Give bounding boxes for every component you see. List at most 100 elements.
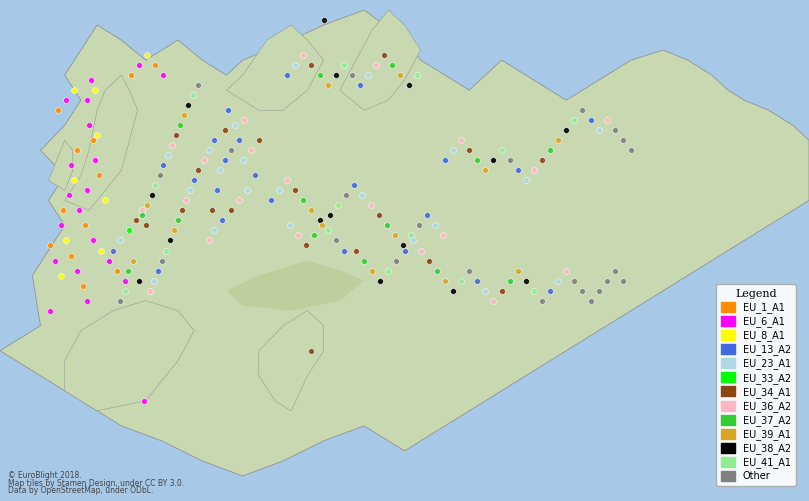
Point (281, 71, 294, 79)
Point (91, 131, 104, 139)
Point (84, 76, 97, 84)
Point (616, 136, 629, 144)
Point (394, 71, 407, 79)
Point (133, 61, 146, 69)
Polygon shape (0, 10, 809, 476)
Point (345, 71, 358, 79)
Point (163, 236, 176, 244)
Point (184, 186, 197, 194)
Text: Data by OpenStreetMap, under ODbL.: Data by OpenStreetMap, under ODbL. (8, 486, 154, 495)
Point (568, 116, 581, 124)
Point (157, 161, 170, 169)
Point (273, 186, 286, 194)
Point (358, 257, 371, 265)
Point (283, 221, 296, 229)
Point (222, 106, 235, 114)
Point (437, 231, 450, 239)
Point (197, 156, 210, 164)
Point (214, 166, 227, 174)
Point (495, 146, 508, 154)
Point (410, 71, 423, 79)
Point (447, 287, 460, 295)
Point (316, 221, 328, 229)
Point (305, 61, 318, 69)
Point (388, 231, 401, 239)
Point (188, 176, 201, 184)
Point (406, 236, 419, 244)
Point (216, 216, 229, 224)
Point (332, 201, 345, 209)
Point (386, 61, 399, 69)
Point (87, 236, 100, 244)
Text: © EuroBlight 2018.: © EuroBlight 2018. (8, 471, 82, 480)
Point (208, 136, 221, 144)
Point (370, 61, 383, 69)
Point (68, 86, 81, 94)
Point (107, 246, 120, 255)
Point (519, 176, 532, 184)
Point (576, 106, 589, 114)
Point (324, 211, 337, 219)
Point (83, 121, 95, 129)
Point (139, 221, 152, 229)
Point (232, 136, 245, 144)
Point (592, 126, 605, 134)
Point (89, 156, 102, 164)
Point (202, 236, 215, 244)
Point (584, 116, 597, 124)
Point (552, 136, 565, 144)
Point (65, 161, 78, 169)
Point (382, 267, 395, 275)
Point (503, 156, 516, 164)
Point (289, 61, 302, 69)
Point (536, 156, 549, 164)
Point (141, 201, 154, 209)
Point (149, 181, 162, 189)
Point (70, 146, 83, 154)
Point (244, 146, 257, 154)
Point (159, 246, 172, 255)
Point (625, 146, 637, 154)
Point (68, 176, 81, 184)
Point (44, 241, 57, 249)
Polygon shape (259, 311, 324, 411)
Point (329, 236, 342, 244)
Point (608, 267, 621, 275)
Point (297, 51, 310, 59)
Point (348, 181, 361, 189)
Point (463, 146, 476, 154)
Point (536, 297, 549, 305)
Point (349, 246, 362, 255)
Point (127, 257, 140, 265)
Point (438, 277, 451, 285)
Point (232, 196, 245, 204)
Point (297, 196, 310, 204)
Point (157, 71, 170, 79)
Point (422, 257, 435, 265)
Point (396, 241, 409, 249)
Point (65, 252, 78, 260)
Point (307, 231, 320, 239)
Point (317, 16, 330, 24)
Point (305, 347, 318, 355)
Point (146, 191, 159, 199)
Point (511, 267, 524, 275)
Point (113, 297, 126, 305)
Polygon shape (227, 261, 364, 311)
Point (151, 267, 164, 275)
Point (119, 287, 132, 295)
Point (228, 121, 241, 129)
Point (52, 106, 65, 114)
Point (527, 166, 540, 174)
Point (154, 171, 167, 179)
Point (170, 131, 183, 139)
Point (608, 126, 621, 134)
Point (57, 206, 70, 214)
Point (121, 267, 134, 275)
Point (337, 61, 350, 69)
Point (398, 246, 411, 255)
Point (544, 146, 557, 154)
Point (471, 156, 484, 164)
Point (413, 221, 426, 229)
Point (321, 226, 334, 234)
